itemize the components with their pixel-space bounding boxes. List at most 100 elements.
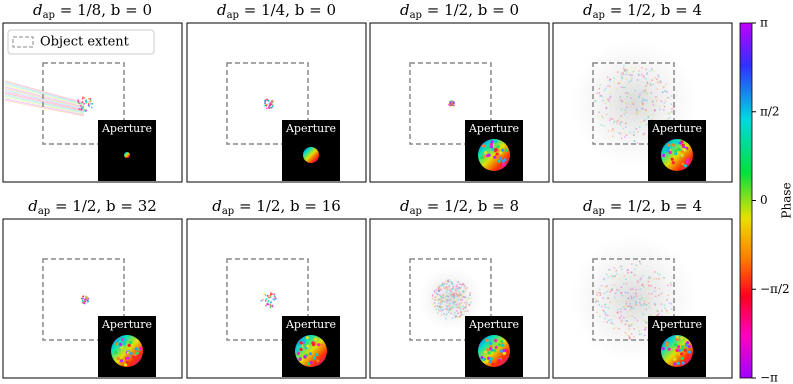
panel-title: dap = 1/2, b = 4 — [583, 1, 702, 21]
speckle — [648, 292, 650, 295]
speckle — [464, 285, 466, 288]
speckle — [602, 277, 605, 280]
speckle — [85, 298, 87, 301]
panel-title: dap = 1/2, b = 4 — [583, 197, 702, 217]
speckle — [598, 87, 601, 90]
speckle — [633, 328, 636, 330]
speckle — [267, 301, 269, 303]
speckle — [443, 283, 446, 286]
aperture-speckle — [687, 350, 692, 354]
speckle — [612, 323, 614, 325]
aperture-speckle — [135, 351, 139, 355]
speckle — [448, 279, 450, 281]
aperture-speckle — [676, 361, 681, 365]
speckle — [441, 300, 444, 302]
speckle — [440, 302, 442, 305]
speckle — [459, 308, 462, 311]
aperture-speckle — [116, 356, 120, 361]
speckle — [614, 292, 617, 295]
aperture-speckle — [123, 363, 128, 367]
speckle — [453, 301, 456, 303]
title-subscript: ap — [43, 10, 55, 21]
speckle — [446, 305, 448, 308]
aperture-speckle — [123, 338, 127, 342]
speckle — [616, 288, 618, 291]
speckle — [453, 293, 455, 295]
speckle — [467, 298, 470, 300]
fringe — [4, 83, 85, 106]
speckle — [634, 140, 636, 142]
speckle — [458, 286, 460, 289]
speckle — [266, 107, 268, 110]
speckle — [611, 276, 614, 279]
panel: dap = 1/4, b = 0 Aperture — [186, 1, 367, 183]
aperture-speckle — [299, 341, 303, 345]
speckle — [611, 275, 614, 278]
speckle — [463, 284, 466, 287]
title-rest: = 1/2, b = 32 — [50, 197, 157, 215]
panel-title: dap = 1/2, b = 0 — [400, 1, 519, 21]
speckle — [275, 297, 277, 300]
aperture-speckle — [683, 348, 687, 352]
inset-label: Aperture — [468, 122, 519, 135]
speckle — [452, 293, 455, 296]
speckle — [607, 297, 609, 299]
speckle — [464, 287, 466, 290]
speckle — [609, 85, 612, 87]
speckle — [654, 77, 656, 79]
speckle — [442, 296, 444, 299]
aperture-speckle — [668, 150, 672, 155]
speckle — [652, 70, 655, 72]
speckle — [610, 322, 613, 324]
speckle — [88, 98, 90, 100]
aperture-speckle — [685, 160, 689, 164]
speckle — [650, 285, 653, 287]
speckle — [661, 310, 663, 312]
speckle — [647, 280, 650, 283]
title-subscript: ap — [410, 206, 422, 217]
speckle — [451, 293, 454, 295]
speckle — [619, 97, 621, 99]
fringe — [4, 98, 85, 116]
speckle — [639, 263, 642, 265]
speckle — [598, 92, 601, 94]
speckle — [630, 297, 633, 300]
speckle — [437, 289, 440, 291]
object-extent — [226, 258, 309, 341]
speckle — [620, 137, 623, 140]
speckle — [456, 294, 459, 297]
speckle — [669, 117, 671, 119]
speckle — [450, 296, 453, 298]
speckle — [670, 103, 673, 105]
aperture-speckle — [504, 148, 508, 152]
aperture-speckle — [673, 362, 677, 366]
speckle — [457, 312, 459, 315]
speckle — [631, 271, 633, 274]
speckle — [438, 305, 440, 308]
speckle — [610, 289, 613, 291]
speckle — [457, 311, 459, 314]
speckle — [609, 268, 611, 271]
speckle — [635, 288, 638, 291]
speckle — [89, 97, 92, 100]
speckle — [604, 317, 606, 320]
speckle — [619, 121, 622, 124]
speckle — [88, 105, 91, 107]
speckle — [441, 284, 444, 286]
speckle — [470, 301, 472, 304]
speckle — [459, 303, 461, 305]
speckle — [605, 106, 608, 109]
speckle — [268, 105, 270, 107]
speckle — [456, 315, 458, 318]
speckle — [440, 289, 442, 291]
fringe — [4, 88, 85, 109]
speckle — [90, 103, 92, 105]
speckle — [643, 120, 645, 122]
speckle — [660, 292, 663, 295]
speckle — [609, 301, 611, 303]
speckle — [625, 103, 627, 105]
speckle — [635, 302, 637, 304]
speckle — [618, 277, 621, 280]
speckle — [638, 70, 640, 72]
colorbar-tick-label: π — [760, 16, 768, 30]
